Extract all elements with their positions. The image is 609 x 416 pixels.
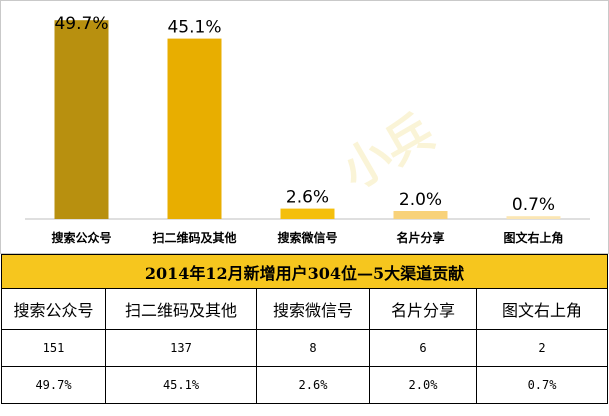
header-cell: 搜索公众号 <box>1 288 106 330</box>
bar <box>506 216 561 219</box>
percent-cell: 2.6% <box>256 366 370 404</box>
percent-cell: 49.7% <box>1 366 106 404</box>
bar <box>393 211 448 219</box>
header-cell: 搜索微信号 <box>256 288 370 330</box>
data-label: 0.7% <box>512 195 555 215</box>
bar-chart: 小兵 49.7% 搜索公众号 45.1% 扫二维码及其他 2.6% 搜索微信号 2.0% 名片分… <box>0 0 609 254</box>
bar <box>167 38 222 219</box>
count-cell: 6 <box>369 329 477 367</box>
count-cell: 137 <box>105 329 257 367</box>
watermark: 小兵 <box>332 104 443 201</box>
table-title: 2014年12月新增用户304位—5大渠道贡献 <box>0 254 609 289</box>
header-cell: 图文右上角 <box>475 288 609 330</box>
data-label: 49.7% <box>54 14 108 34</box>
category-label: 名片分享 <box>396 230 444 245</box>
bar <box>280 208 335 219</box>
category-label: 图文右上角 <box>503 230 563 245</box>
header-cell: 名片分享 <box>369 288 477 330</box>
header-cell: 扫二维码及其他 <box>105 288 257 330</box>
percent-cell: 2.0% <box>369 366 477 404</box>
table-title-row: 2014年12月新增用户304位—5大渠道贡献 <box>0 254 609 289</box>
count-cell: 2 <box>475 329 609 367</box>
count-cell: 8 <box>256 329 370 367</box>
data-label: 2.6% <box>286 188 329 208</box>
category-label: 扫二维码及其他 <box>152 230 236 245</box>
count-cell: 151 <box>1 329 106 367</box>
category-label: 搜索微信号 <box>277 230 337 245</box>
table-header-row: 搜索公众号 扫二维码及其他 搜索微信号 名片分享 图文右上角 <box>1 288 609 330</box>
chart-canvas: 小兵 49.7% 搜索公众号 45.1% 扫二维码及其他 2.6% 搜索微信号 2.0% 名片分… <box>25 14 590 245</box>
percent-cell: 0.7% <box>475 366 609 404</box>
data-label: 2.0% <box>399 190 442 210</box>
category-label: 搜索公众号 <box>51 230 111 245</box>
data-label: 45.1% <box>167 18 221 38</box>
percent-cell: 45.1% <box>105 366 257 404</box>
table-row-percents: 49.7% 45.1% 2.6% 2.0% 0.7% <box>1 366 609 404</box>
channel-table: 2014年12月新增用户304位—5大渠道贡献 搜索公众号 扫二维码及其他 搜索… <box>0 254 609 404</box>
table-row-counts: 151 137 8 6 2 <box>1 329 609 367</box>
bar <box>54 20 109 220</box>
